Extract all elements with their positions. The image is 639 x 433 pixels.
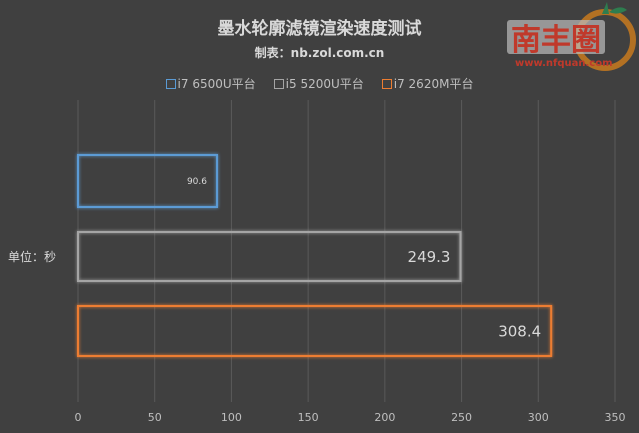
legend-label-0: i7 6500U平台 bbox=[177, 77, 256, 91]
data-label-2: 308.4 bbox=[498, 322, 541, 340]
x-tick-label: 200 bbox=[374, 411, 395, 424]
legend-item-0: i7 6500U平台 bbox=[165, 75, 256, 92]
x-tick-label: 100 bbox=[221, 411, 242, 424]
x-tick-label: 300 bbox=[528, 411, 549, 424]
bar-0 bbox=[77, 154, 219, 208]
legend-swatch-2 bbox=[381, 78, 392, 89]
x-tick-label: 350 bbox=[605, 411, 626, 424]
svg-text:南丰圈: 南丰圈 bbox=[511, 23, 601, 58]
chart-subtitle: 制表：nb.zol.com.cn bbox=[254, 46, 385, 60]
data-label-1: 249.3 bbox=[408, 248, 451, 266]
legend-label-1: i5 5200U平台 bbox=[285, 77, 364, 91]
bar-1 bbox=[77, 231, 462, 282]
chart-title: 墨水轮廓滤镜渲染速度测试 bbox=[217, 19, 422, 39]
data-label-0: 90.6 bbox=[187, 177, 207, 187]
legend-item-2: i7 2620M平台 bbox=[381, 75, 474, 92]
watermark-logo: 南丰圈 www.nfquan.com bbox=[507, 2, 636, 71]
x-tick-label: 150 bbox=[298, 411, 319, 424]
legend: i7 6500U平台 i5 5200U平台 i7 2620M平台 bbox=[0, 75, 639, 92]
legend-swatch-0 bbox=[165, 78, 176, 89]
x-tick-label: 50 bbox=[148, 411, 162, 424]
bar-2 bbox=[77, 305, 553, 357]
x-tick-label: 0 bbox=[75, 411, 82, 424]
legend-swatch-1 bbox=[273, 78, 284, 89]
x-tick-label: 250 bbox=[451, 411, 472, 424]
legend-item-1: i5 5200U平台 bbox=[273, 75, 364, 92]
legend-label-2: i7 2620M平台 bbox=[393, 77, 474, 91]
y-axis-label: 单位：秒 bbox=[8, 250, 57, 264]
svg-text:www.nfquan.com: www.nfquan.com bbox=[515, 58, 613, 69]
